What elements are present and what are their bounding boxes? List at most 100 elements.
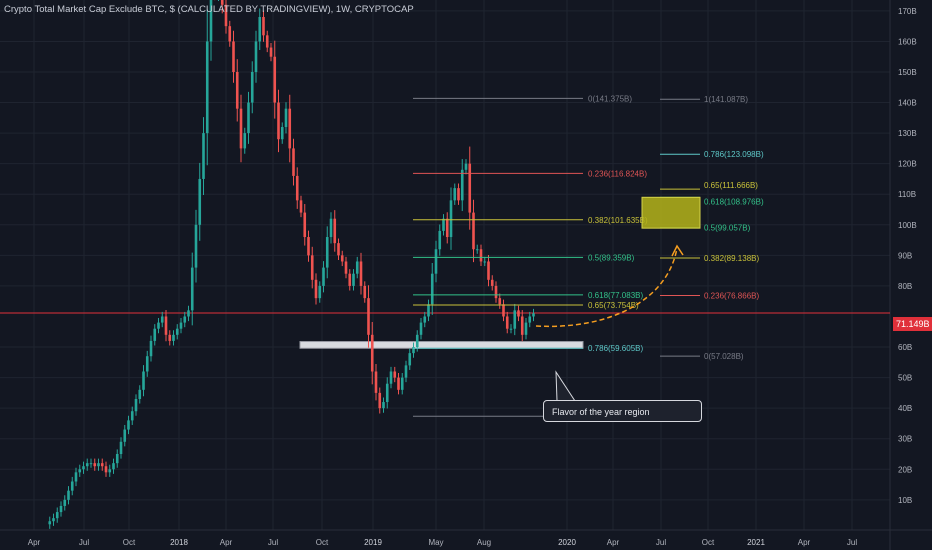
candle [160,316,164,323]
candle [277,102,280,140]
candle [505,316,509,329]
candle [472,212,475,250]
x-tick-label: Aug [477,538,491,547]
candle [322,267,325,286]
candle [457,188,460,201]
candle [247,102,250,134]
candle [509,328,513,330]
candle [67,490,70,500]
fib-level-label: 0(57.028B) [704,352,744,361]
support-zone-box [299,341,584,349]
target-zone-box [641,196,701,229]
candle [157,322,160,329]
fib-level-label: 0.236(116.824B) [588,169,647,178]
candle [483,261,487,263]
y-tick-label: 110B [898,190,916,199]
candle [363,285,367,299]
candle [307,237,310,256]
candle [153,328,157,341]
candle [337,243,340,256]
candle [93,463,97,467]
x-tick-label: May [428,538,443,547]
y-tick-label: 90B [898,251,912,260]
candle [55,512,59,519]
candle [318,285,322,299]
candle [393,371,397,378]
candle [89,463,93,465]
candle [258,16,262,42]
candle [385,383,389,403]
x-tick-label: 2020 [558,538,576,547]
candle [63,499,67,506]
candle [453,188,457,201]
arrow-head [671,244,684,257]
candle [464,163,468,170]
candle [228,26,232,42]
candle [333,218,337,244]
candle [487,261,490,280]
y-tick-label: 100B [898,221,917,230]
candle [524,322,528,335]
candle [127,420,130,430]
candle [310,255,314,280]
y-tick-label: 20B [898,465,912,474]
candle [502,304,505,317]
candle [59,505,63,513]
candle [123,429,127,442]
y-tick-label: 10B [898,496,912,505]
candle [325,237,329,268]
fib-level-label: 0.618(77.083B) [588,291,643,300]
candle [445,218,449,238]
candle [273,56,277,103]
x-tick-label: 2021 [747,538,765,547]
candle [408,353,412,366]
candle [112,463,115,470]
candle [415,334,419,348]
y-tick-label: 140B [898,99,917,108]
candle [82,466,85,470]
candle [74,472,78,482]
y-tick-label: 60B [898,343,912,352]
x-tick-label: Jul [79,538,89,547]
candle [442,218,445,231]
candle [517,310,520,317]
y-tick-label: 50B [898,374,912,383]
y-tick-label: 40B [898,404,912,413]
candle [475,249,479,251]
candle [314,279,318,299]
candle [254,41,258,72]
candle [400,377,404,390]
candle [134,398,138,412]
y-tick-label: 170B [898,7,917,16]
candle [434,249,438,274]
fib-level-label: 0.786(59.605B) [588,344,643,353]
candle [187,310,190,317]
callout-pointer [555,370,576,402]
y-tick-label: 30B [898,435,912,444]
candle [423,316,427,323]
candle [265,35,269,48]
x-tick-label: Oct [702,538,715,547]
x-tick-label: Apr [28,538,41,547]
candle [138,389,142,399]
x-tick-label: Apr [220,538,233,547]
candle [329,218,333,238]
candle [367,298,370,335]
fib-level-label: 0.65(73.754B) [588,301,639,310]
x-tick-label: Jul [847,538,857,547]
candle [205,41,209,134]
fib-level-label: 0.5(89.359B) [588,253,635,262]
candle [179,322,183,329]
fib-level-label: 0.786(123.098B) [704,150,764,159]
x-tick-label: Apr [607,538,620,547]
candle [427,304,430,317]
candle [303,212,307,238]
y-tick-label: 150B [898,68,917,77]
candle [269,47,273,57]
fib-level-label: 0.5(99.057B) [704,224,751,233]
candle [52,518,55,522]
candle [78,469,82,473]
candle [389,371,393,384]
candle [479,249,483,262]
